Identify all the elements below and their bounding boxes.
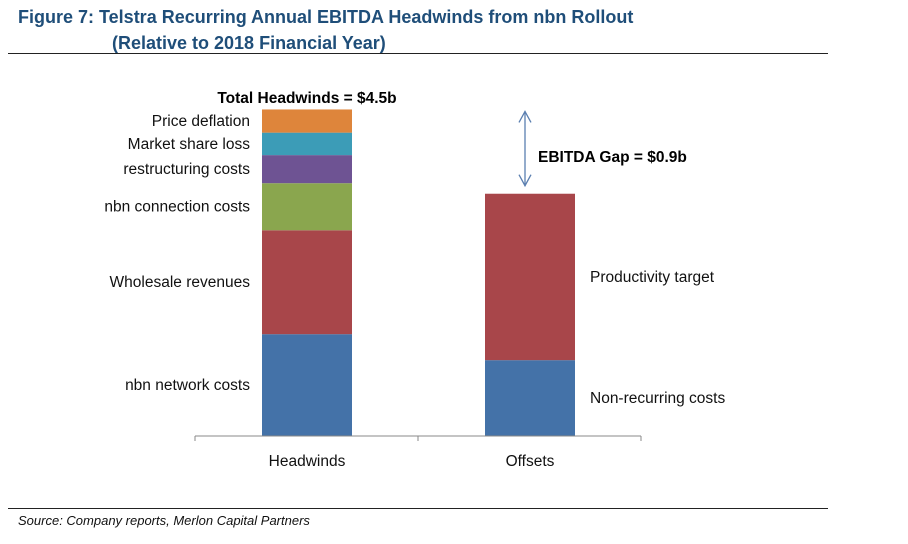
- x-tick-label-offsets: Offsets: [506, 453, 555, 470]
- segment-label-wholesale-revenues: Wholesale revenues: [110, 274, 251, 291]
- chart-title: Figure 7: Telstra Recurring Annual EBITD…: [18, 4, 633, 56]
- bars-layer: [262, 109, 575, 436]
- bar-segment-restructuring-costs: [262, 155, 352, 184]
- top-divider: [8, 53, 828, 54]
- segment-labels-layer: nbn network costs Wholesale revenues nbn c…: [104, 113, 725, 407]
- segment-label-price-deflation: Price deflation: [152, 113, 250, 130]
- gap-arrow-head-down: [518, 174, 532, 188]
- bar-segment-market-share-loss: [262, 132, 352, 156]
- bar-segment-productivity-target: [485, 193, 575, 361]
- bar-segment-price-deflation: [262, 109, 352, 133]
- source-note: Source: Company reports, Merlon Capital …: [18, 513, 310, 528]
- segment-label-nbn-network-costs: nbn network costs: [125, 377, 250, 394]
- segment-label-restructuring-costs: restructuring costs: [123, 161, 250, 178]
- title-line-2: (Relative to 2018 Financial Year): [112, 33, 386, 53]
- x-tick-label-headwinds: Headwinds: [269, 453, 346, 470]
- segment-label-productivity-target: Productivity target: [590, 269, 715, 286]
- bar-segment-nbn-connection-costs: [262, 183, 352, 231]
- bar-segment-non-recurring-costs: [485, 360, 575, 436]
- bar-segment-wholesale-revenues: [262, 230, 352, 335]
- ebitda-gap-label: EBITDA Gap = $0.9b: [538, 149, 687, 166]
- x-tick-labels: Headwinds Offsets: [269, 453, 555, 470]
- segment-label-nbn-connection-costs: nbn connection costs: [104, 199, 250, 216]
- total-headwinds-label: Total Headwinds = $4.5b: [217, 90, 396, 107]
- title-line-1: Figure 7: Telstra Recurring Annual EBITD…: [18, 7, 634, 27]
- segment-label-market-share-loss: Market share loss: [128, 136, 251, 153]
- x-axis: [194, 435, 642, 441]
- gap-arrow-head-up: [518, 110, 532, 123]
- bottom-divider: [8, 508, 828, 509]
- bar-segment-nbn-network-costs: [262, 334, 352, 436]
- segment-label-non-recurring-costs: Non-recurring costs: [590, 390, 725, 407]
- ebitda-gap-arrow: [518, 110, 532, 188]
